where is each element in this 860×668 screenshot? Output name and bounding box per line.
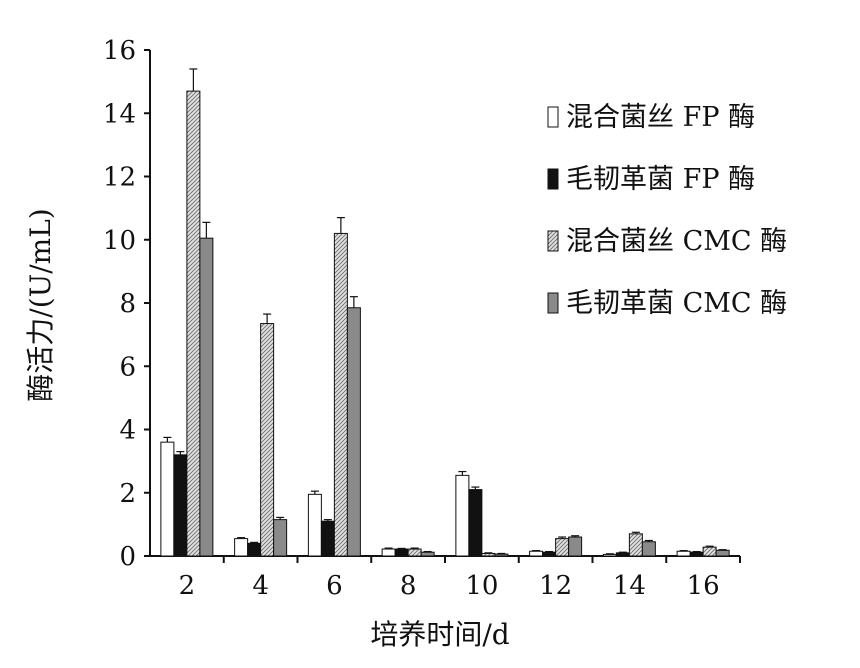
bar <box>689 551 704 557</box>
y-tick-label: 6 <box>119 352 136 382</box>
bar <box>641 541 656 557</box>
x-tick-label: 10 <box>465 571 498 601</box>
x-tick-label: 16 <box>687 571 720 601</box>
bar <box>615 552 630 557</box>
bar <box>568 536 583 557</box>
bar <box>407 548 422 557</box>
bar <box>381 548 396 557</box>
bar <box>602 553 617 557</box>
bar <box>420 551 435 557</box>
bar <box>715 549 730 557</box>
bar <box>676 550 691 557</box>
bar <box>494 553 509 557</box>
y-axis-label: 酶活力/(U/mL) <box>24 208 57 401</box>
legend-label: 混合菌丝 FP 酶 <box>566 102 755 133</box>
legend-swatch <box>547 230 559 252</box>
bar <box>260 323 275 557</box>
bar <box>394 548 409 557</box>
y-tick-label: 2 <box>119 479 136 509</box>
bar <box>481 552 496 557</box>
legend-swatch <box>547 106 559 128</box>
bar <box>199 237 214 557</box>
x-tick-label: 8 <box>400 571 417 601</box>
x-tick-label: 12 <box>539 571 572 601</box>
legend-label: 毛韧革菌 CMC 酶 <box>566 288 787 319</box>
bar <box>555 538 570 557</box>
y-tick-label: 16 <box>103 36 136 66</box>
y-tick-label: 4 <box>119 416 136 446</box>
y-tick-label: 8 <box>119 289 136 319</box>
bar <box>542 551 557 557</box>
bar <box>702 546 717 557</box>
bar <box>160 441 175 557</box>
bar <box>628 533 643 557</box>
legend-swatch <box>547 292 559 314</box>
x-axis-label: 培养时间/d <box>370 618 509 651</box>
legend-label: 混合菌丝 CMC 酶 <box>566 226 787 257</box>
legend-swatch <box>547 168 559 190</box>
y-tick-label: 14 <box>103 99 136 129</box>
bar <box>529 550 544 557</box>
bar <box>234 538 249 557</box>
bar <box>333 232 348 557</box>
y-tick-label: 10 <box>103 226 136 256</box>
bar <box>273 519 288 557</box>
bar <box>468 489 483 557</box>
x-tick-label: 4 <box>252 571 269 601</box>
bar <box>186 90 201 557</box>
x-tick-label: 14 <box>613 571 646 601</box>
bar <box>307 493 322 557</box>
bar <box>346 307 361 557</box>
y-tick-label: 12 <box>103 163 136 193</box>
y-tick-label: 0 <box>119 542 136 572</box>
legend-label: 毛韧革菌 FP 酶 <box>566 164 755 195</box>
x-tick-label: 6 <box>326 571 343 601</box>
bar <box>320 520 335 557</box>
x-tick-label: 2 <box>179 571 196 601</box>
bar <box>173 454 188 557</box>
bar <box>247 542 262 557</box>
bar <box>455 474 470 557</box>
